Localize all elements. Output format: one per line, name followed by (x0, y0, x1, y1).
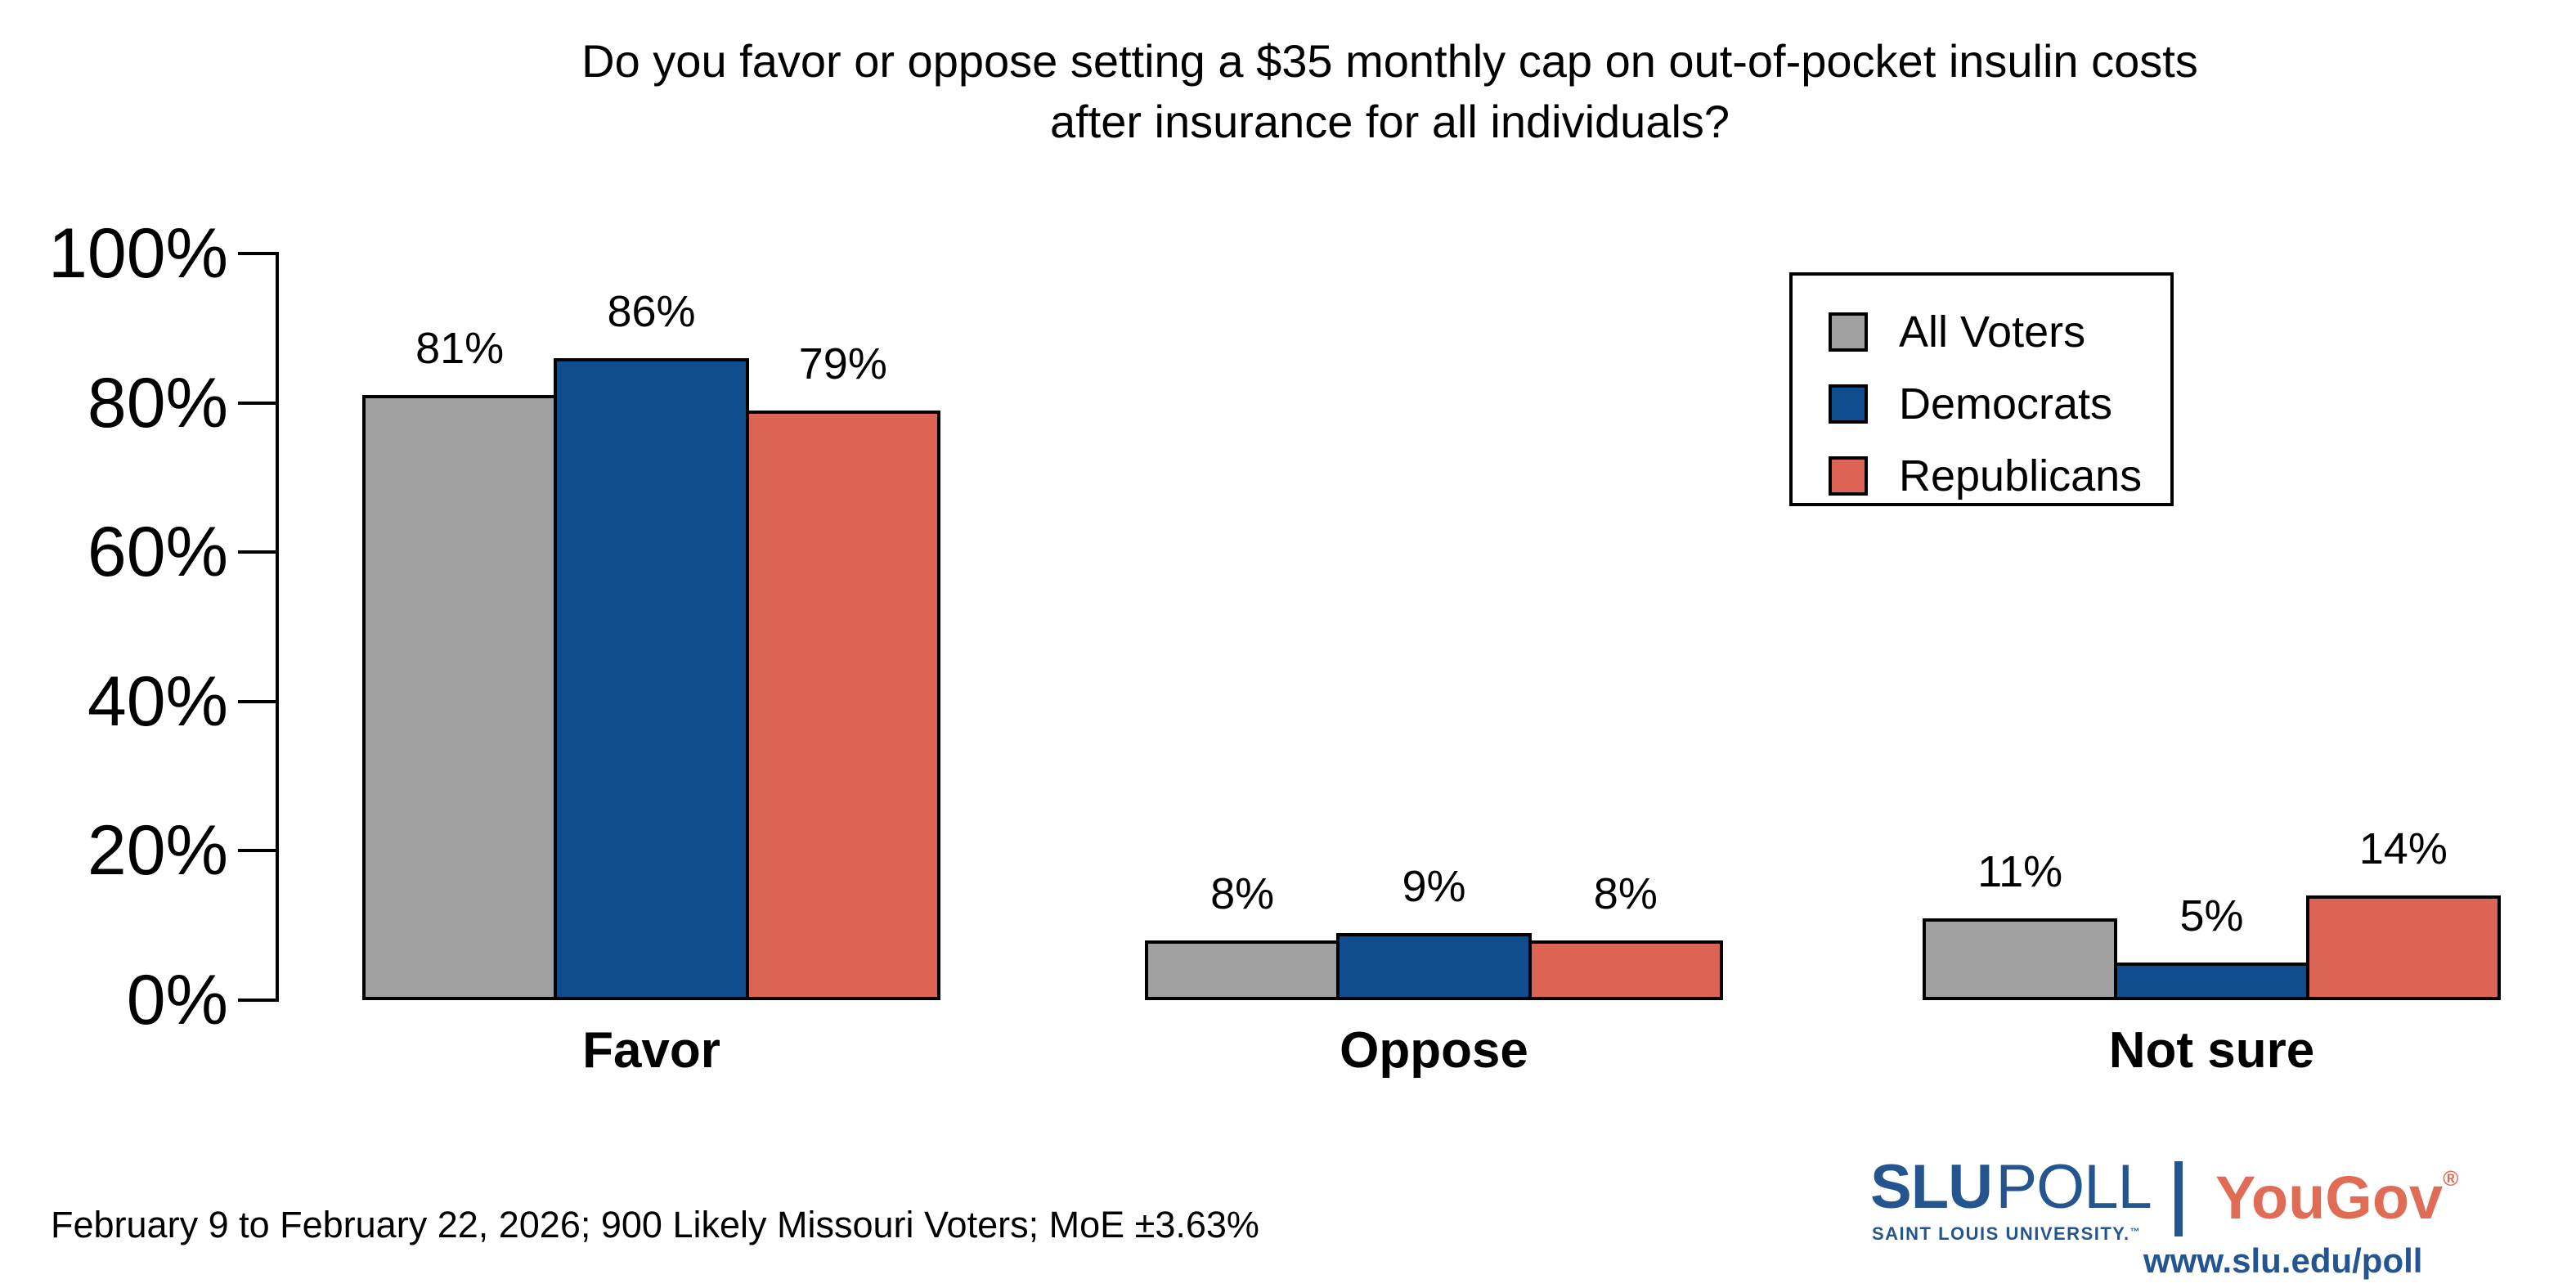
legend-label-republicans: Republicans (1899, 451, 2143, 500)
slu-logo-text: SLU (1870, 1152, 1993, 1222)
y-axis-tick-40 (238, 699, 276, 703)
legend-row-republicans: Republicans (1829, 451, 2170, 501)
legend-row-democrats: Democrats (1829, 379, 2170, 429)
y-tick-label-80: 80% (87, 363, 228, 442)
bar-oppose-democrats (1336, 932, 1532, 1000)
survey-methodology-note: February 9 to February 22, 2026; 900 Lik… (51, 1204, 1259, 1245)
y-axis-line (276, 252, 279, 1002)
bar-value-favor-democrats: 86% (607, 286, 696, 336)
bar-cell-not-sure-all-voters: 11% (1923, 846, 2118, 1000)
chart-title: Do you favor or oppose setting a $35 mon… (276, 31, 2504, 152)
registered-symbol: ® (2443, 1166, 2459, 1191)
y-axis-tick-0 (238, 999, 276, 1002)
bar-not-sure-republicans (2305, 895, 2501, 1000)
category-label-not-sure: Not sure (2108, 1022, 2315, 1079)
yougov-logo: YouGov® (2215, 1168, 2458, 1228)
slu-poll-url: www.slu.edu/poll (2143, 1241, 2423, 1280)
chart-title-line2: after insurance for all individuals? (1049, 96, 1730, 147)
category-label-oppose: Oppose (1340, 1022, 1528, 1079)
y-tick-label-100: 100% (48, 214, 228, 293)
bar-not-sure-all-voters (1923, 918, 2118, 1000)
legend: All Voters Democrats Republicans (1789, 272, 2174, 506)
y-tick-label-20: 20% (87, 811, 228, 891)
y-tick-label-40: 40% (87, 662, 228, 741)
bar-cell-not-sure-republicans: 14% (2305, 824, 2501, 1000)
bar-cell-oppose-republicans: 8% (1528, 872, 1723, 1000)
chart-title-line1: Do you favor or oppose setting a $35 mon… (581, 35, 2198, 87)
bar-cell-oppose-democrats: 9% (1336, 861, 1532, 1000)
bar-not-sure-democrats (2114, 963, 2309, 1000)
plot-area: 0% 20% 40% 60% 80% 100% 81% 86% 79% Favo… (48, 218, 2504, 1079)
bar-value-favor-all-voters: 81% (415, 324, 505, 374)
y-tick-label-60: 60% (87, 513, 228, 592)
bar-value-not-sure-republicans: 14% (2358, 824, 2448, 874)
bar-cell-favor-democrats: 86% (554, 286, 749, 1000)
bar-cell-oppose-all-voters: 8% (1145, 872, 1340, 1000)
y-axis-tick-100 (238, 252, 276, 255)
bar-value-not-sure-democrats: 5% (2179, 891, 2244, 941)
poll-logo-text: POLL (1995, 1152, 2152, 1222)
bar-cell-favor-republicans: 79% (745, 339, 940, 1000)
bar-group-not-sure: 11% 5% 14% Not sure (1923, 254, 2501, 1079)
slu-subtitle: SAINT LOUIS UNIVERSITY.™ (1872, 1223, 2140, 1245)
bar-cell-favor-all-voters: 81% (362, 324, 558, 1000)
bar-cell-not-sure-democrats: 5% (2114, 894, 2309, 1000)
bar-favor-republicans (745, 410, 940, 1000)
legend-swatch-all-voters (1829, 312, 1868, 352)
y-axis-tick-20 (238, 849, 276, 853)
bar-value-not-sure-all-voters: 11% (1977, 846, 2063, 896)
bar-group-favor: 81% 86% 79% Favor (362, 254, 940, 1079)
y-axis-tick-60 (238, 550, 276, 554)
bar-group-oppose: 8% 9% 8% Oppose (1145, 254, 1723, 1079)
yougov-logo-text: YouGov (2215, 1164, 2444, 1232)
slu-poll-logo: SLU POLL (1870, 1156, 2152, 1218)
bar-oppose-all-voters (1145, 940, 1340, 1000)
logo-separator-bar (2174, 1161, 2183, 1236)
legend-row-all-voters: All Voters (1829, 307, 2170, 357)
bar-oppose-republicans (1528, 940, 1723, 1000)
category-label-favor: Favor (582, 1022, 720, 1079)
bar-favor-all-voters (362, 395, 558, 1000)
y-tick-label-0: 0% (126, 961, 228, 1039)
bar-value-oppose-all-voters: 8% (1210, 868, 1275, 918)
legend-label-all-voters: All Voters (1899, 307, 2086, 357)
trademark-symbol: ™ (2129, 1226, 2140, 1237)
bar-favor-democrats (554, 357, 749, 1000)
legend-swatch-republicans (1829, 456, 1868, 496)
y-axis-tick-80 (238, 401, 276, 405)
slu-subtitle-text: SAINT LOUIS UNIVERSITY. (1872, 1223, 2130, 1244)
bar-value-oppose-democrats: 9% (1402, 861, 1466, 911)
bar-value-oppose-republicans: 8% (1593, 868, 1658, 918)
legend-swatch-democrats (1829, 384, 1868, 424)
legend-label-democrats: Democrats (1899, 379, 2113, 429)
bar-value-favor-republicans: 79% (798, 339, 887, 388)
